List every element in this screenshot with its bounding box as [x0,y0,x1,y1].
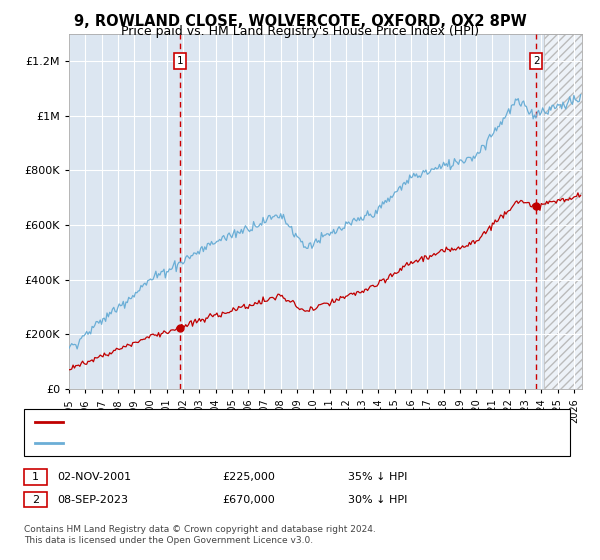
Text: HPI: Average price, detached house, Oxford: HPI: Average price, detached house, Oxfo… [67,438,295,448]
Text: Contains HM Land Registry data © Crown copyright and database right 2024.
This d: Contains HM Land Registry data © Crown c… [24,525,376,545]
Text: Price paid vs. HM Land Registry's House Price Index (HPI): Price paid vs. HM Land Registry's House … [121,25,479,38]
Text: 08-SEP-2023: 08-SEP-2023 [57,494,128,505]
Bar [544,34,582,389]
Point [532,202,541,211]
Text: 1: 1 [177,56,184,66]
Text: 30% ↓ HPI: 30% ↓ HPI [348,494,407,505]
Text: 9, ROWLAND CLOSE, WOLVERCOTE, OXFORD, OX2 8PW (detached house): 9, ROWLAND CLOSE, WOLVERCOTE, OXFORD, OX… [67,417,451,427]
Bar [544,34,582,389]
Text: 02-NOV-2001: 02-NOV-2001 [57,472,131,482]
Text: £225,000: £225,000 [222,472,275,482]
Text: 2: 2 [32,494,39,505]
Text: 1: 1 [32,472,39,482]
Text: 2: 2 [533,56,539,66]
Text: £670,000: £670,000 [222,494,275,505]
Text: 9, ROWLAND CLOSE, WOLVERCOTE, OXFORD, OX2 8PW: 9, ROWLAND CLOSE, WOLVERCOTE, OXFORD, OX… [74,14,526,29]
Text: 35% ↓ HPI: 35% ↓ HPI [348,472,407,482]
Point [176,323,185,332]
